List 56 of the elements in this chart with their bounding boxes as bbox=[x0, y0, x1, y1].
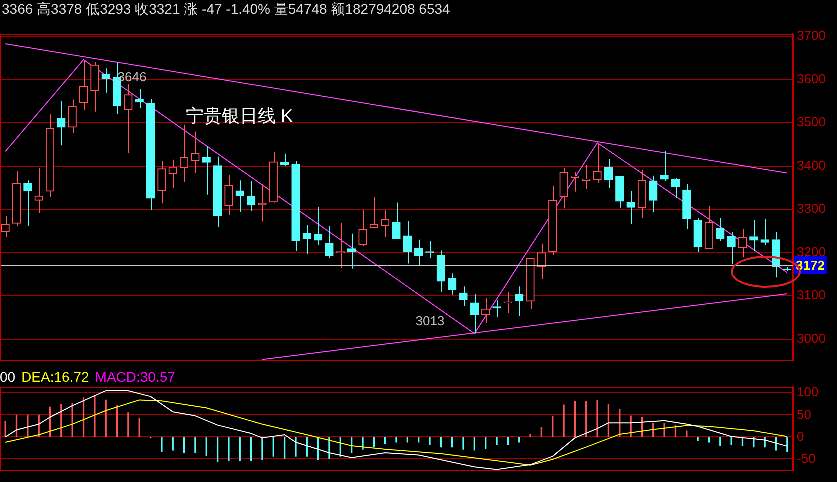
candlestick bbox=[626, 190, 636, 225]
candlestick bbox=[370, 196, 378, 228]
series-label: MACD:30.57 bbox=[95, 368, 176, 385]
ref-line-label: 3172 bbox=[796, 258, 825, 274]
candlestick bbox=[146, 98, 156, 212]
candlestick bbox=[537, 243, 546, 280]
candlestick bbox=[750, 220, 758, 252]
candlestick bbox=[616, 176, 624, 208]
candlestick bbox=[704, 206, 714, 250]
candlestick bbox=[560, 168, 568, 210]
candlestick bbox=[34, 168, 44, 214]
y-tick-label: 100 bbox=[797, 384, 819, 400]
y-tick-label: -50 bbox=[797, 450, 816, 466]
candlestick bbox=[582, 164, 591, 190]
y-tick-label: 3400 bbox=[797, 158, 826, 173]
candlestick bbox=[213, 156, 222, 228]
y-tick-label: 3600 bbox=[797, 71, 826, 86]
candlestick bbox=[224, 174, 234, 216]
y-tick-label: 3100 bbox=[797, 288, 826, 303]
candlestick bbox=[694, 218, 702, 253]
text: 00 bbox=[0, 368, 16, 385]
candlestick bbox=[158, 160, 166, 204]
candlestick bbox=[392, 202, 401, 240]
candlestick bbox=[649, 175, 658, 214]
text: 宁贵银日线 K bbox=[186, 106, 294, 126]
candlestick bbox=[46, 114, 55, 198]
candlestick bbox=[236, 180, 244, 213]
y-tick-label: 3200 bbox=[797, 244, 826, 260]
y-tick-label: 3700 bbox=[797, 28, 826, 44]
candlestick bbox=[90, 62, 100, 112]
text: DEA:16.72 bbox=[22, 368, 90, 385]
y-tick-label: 50 bbox=[797, 406, 812, 422]
candlestick bbox=[548, 185, 558, 256]
candlestick bbox=[682, 184, 692, 230]
chart-subtitle: 3366 高3378 低3293 收3321 涨 -47 -1.40% 量54748 额182794208 6534 bbox=[2, 0, 451, 17]
candlestick bbox=[12, 171, 22, 227]
y-tick-label: 3000 bbox=[797, 331, 826, 346]
candlestick bbox=[570, 172, 580, 192]
y-tick-label: 0 bbox=[797, 428, 804, 444]
candlestick bbox=[124, 84, 133, 154]
candlestick bbox=[526, 258, 535, 310]
candlestick bbox=[347, 233, 356, 270]
candlestick bbox=[79, 59, 88, 111]
candlestick bbox=[68, 99, 77, 134]
candlestick bbox=[102, 68, 110, 94]
y-tick-label: 3500 bbox=[797, 114, 826, 130]
candlestick bbox=[280, 153, 290, 166]
candlestick bbox=[403, 220, 412, 264]
candlestick bbox=[358, 210, 368, 246]
candlestick bbox=[660, 150, 669, 182]
y-tick-label: 3300 bbox=[797, 201, 826, 216]
candlestick bbox=[638, 169, 647, 219]
candlestick bbox=[292, 160, 300, 252]
candlestick bbox=[760, 218, 770, 246]
annotation: 3013 bbox=[416, 313, 445, 328]
candlestick bbox=[436, 250, 446, 292]
